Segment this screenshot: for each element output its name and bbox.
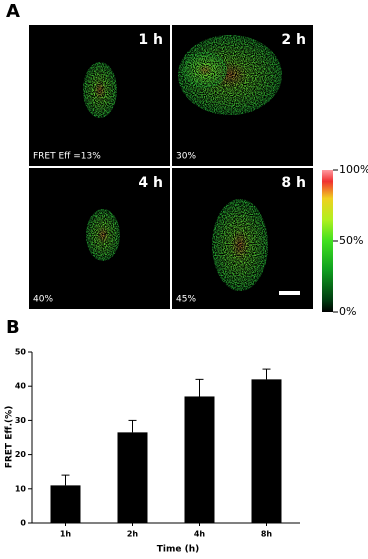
y-tick-label: 20 — [15, 450, 27, 459]
cell — [86, 209, 120, 261]
bar — [117, 432, 148, 523]
y-tick-label: 30 — [15, 416, 27, 425]
efficiency-label: 40% — [33, 295, 53, 305]
bar — [50, 485, 81, 523]
efficiency-label: 30% — [176, 152, 196, 162]
colorbar — [322, 170, 333, 312]
time-label: 4 h — [138, 175, 163, 191]
efficiency-label: 45% — [176, 295, 196, 305]
scale-bar — [279, 291, 300, 295]
cell — [83, 62, 117, 118]
time-label: 8 h — [281, 175, 306, 191]
colorbar-tick-label: 50% — [339, 234, 363, 247]
x-tick-label: 8h — [261, 530, 273, 539]
colorbar-tick-label: 100% — [339, 163, 368, 176]
bar — [184, 396, 215, 523]
x-tick-label: 2h — [127, 530, 139, 539]
time-label: 2 h — [281, 32, 306, 48]
y-tick-label: 50 — [15, 348, 27, 357]
panel-label: A — [6, 1, 20, 22]
time-label: 1 h — [138, 32, 163, 48]
colorbar-tick-label: 0% — [339, 305, 356, 318]
bar — [251, 379, 282, 523]
panel-label: B — [6, 317, 20, 338]
colorbar-ticks: 100% 50% 0% — [333, 163, 368, 318]
y-tick-label: 10 — [15, 484, 27, 493]
cell — [212, 199, 268, 291]
image-grid: 1 h FRET Eff =13% 2 h 30% 4 h 40% 8 h 45% — [29, 25, 313, 309]
x-tick-label: 1h — [60, 530, 72, 539]
y-tick-label: 40 — [15, 382, 27, 391]
x-axis-label: Time (h) — [157, 545, 199, 555]
efficiency-label: FRET Eff =13% — [33, 152, 101, 162]
cell — [183, 52, 227, 88]
bar-chart: 0 10 20 30 40 50 1h 2h 4h 8h — [15, 348, 300, 539]
x-tick-label: 4h — [194, 530, 206, 539]
y-tick-label: 0 — [20, 519, 26, 528]
y-axis-label: FRET Eff.(%) — [5, 406, 15, 469]
